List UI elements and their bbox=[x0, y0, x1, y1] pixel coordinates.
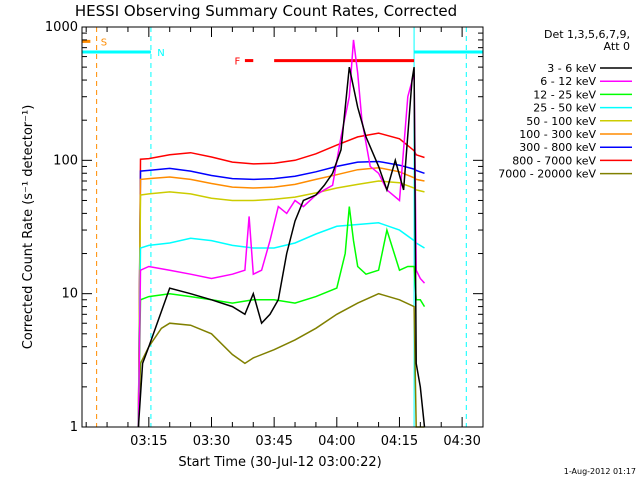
y-tick-label: 100 bbox=[53, 153, 78, 168]
timestamp: 1-Aug-2012 01:17 bbox=[564, 467, 636, 476]
legend-label: 12 - 25 keV bbox=[533, 88, 596, 101]
x-tick-label: 04:00 bbox=[318, 434, 355, 449]
x-axis: 03:15 03:30 03:45 04:00 04:15 04:30 bbox=[85, 27, 484, 449]
plot-frame bbox=[81, 26, 484, 428]
legend-label: 100 - 300 keV bbox=[519, 128, 596, 141]
legend-label: 800 - 7000 keV bbox=[512, 154, 596, 167]
x-axis-label: Start Time (30-Jul-12 03:00:22) bbox=[178, 455, 381, 470]
y-tick-label: 1 bbox=[70, 420, 78, 435]
plot-area: S N F bbox=[82, 27, 483, 428]
x-tick-label: 03:30 bbox=[193, 434, 230, 449]
y-tick-label: 10 bbox=[61, 287, 78, 302]
legend-label: 6 - 12 keV bbox=[540, 75, 596, 88]
legend-label: 3 - 6 keV bbox=[547, 62, 596, 75]
y-tick-label: 1000 bbox=[45, 20, 78, 35]
series-line-2 bbox=[137, 206, 426, 428]
x-tick-label: 04:15 bbox=[381, 434, 418, 449]
legend-label: 25 - 50 keV bbox=[533, 102, 596, 115]
y-axis-label: Corrected Count Rate (s⁻¹ detector⁻¹) bbox=[21, 105, 36, 350]
legend-label: 7000 - 20000 keV bbox=[498, 168, 596, 181]
x-tick-label: 04:30 bbox=[443, 434, 480, 449]
status-label-s: S bbox=[101, 37, 107, 48]
x-tick-label: 03:45 bbox=[255, 434, 292, 449]
legend-header-line-2: Att 0 bbox=[604, 40, 630, 53]
series-line-3 bbox=[137, 222, 425, 428]
series-line-0 bbox=[137, 66, 426, 428]
status-label-f: F bbox=[234, 57, 240, 68]
legend-label: 300 - 800 keV bbox=[519, 141, 596, 154]
series-line-8 bbox=[137, 292, 425, 428]
chart-title: HESSI Observing Summary Count Rates, Cor… bbox=[75, 2, 457, 20]
series-line-7 bbox=[137, 132, 425, 428]
legend-header-line-1: Det 1,3,5,6,7,9, bbox=[544, 28, 630, 41]
status-label-n: N bbox=[157, 48, 164, 59]
legend-label: 50 - 100 keV bbox=[526, 115, 596, 128]
x-tick-label: 03:15 bbox=[130, 434, 167, 449]
y-axis: 1 10 100 1000 bbox=[45, 20, 483, 435]
